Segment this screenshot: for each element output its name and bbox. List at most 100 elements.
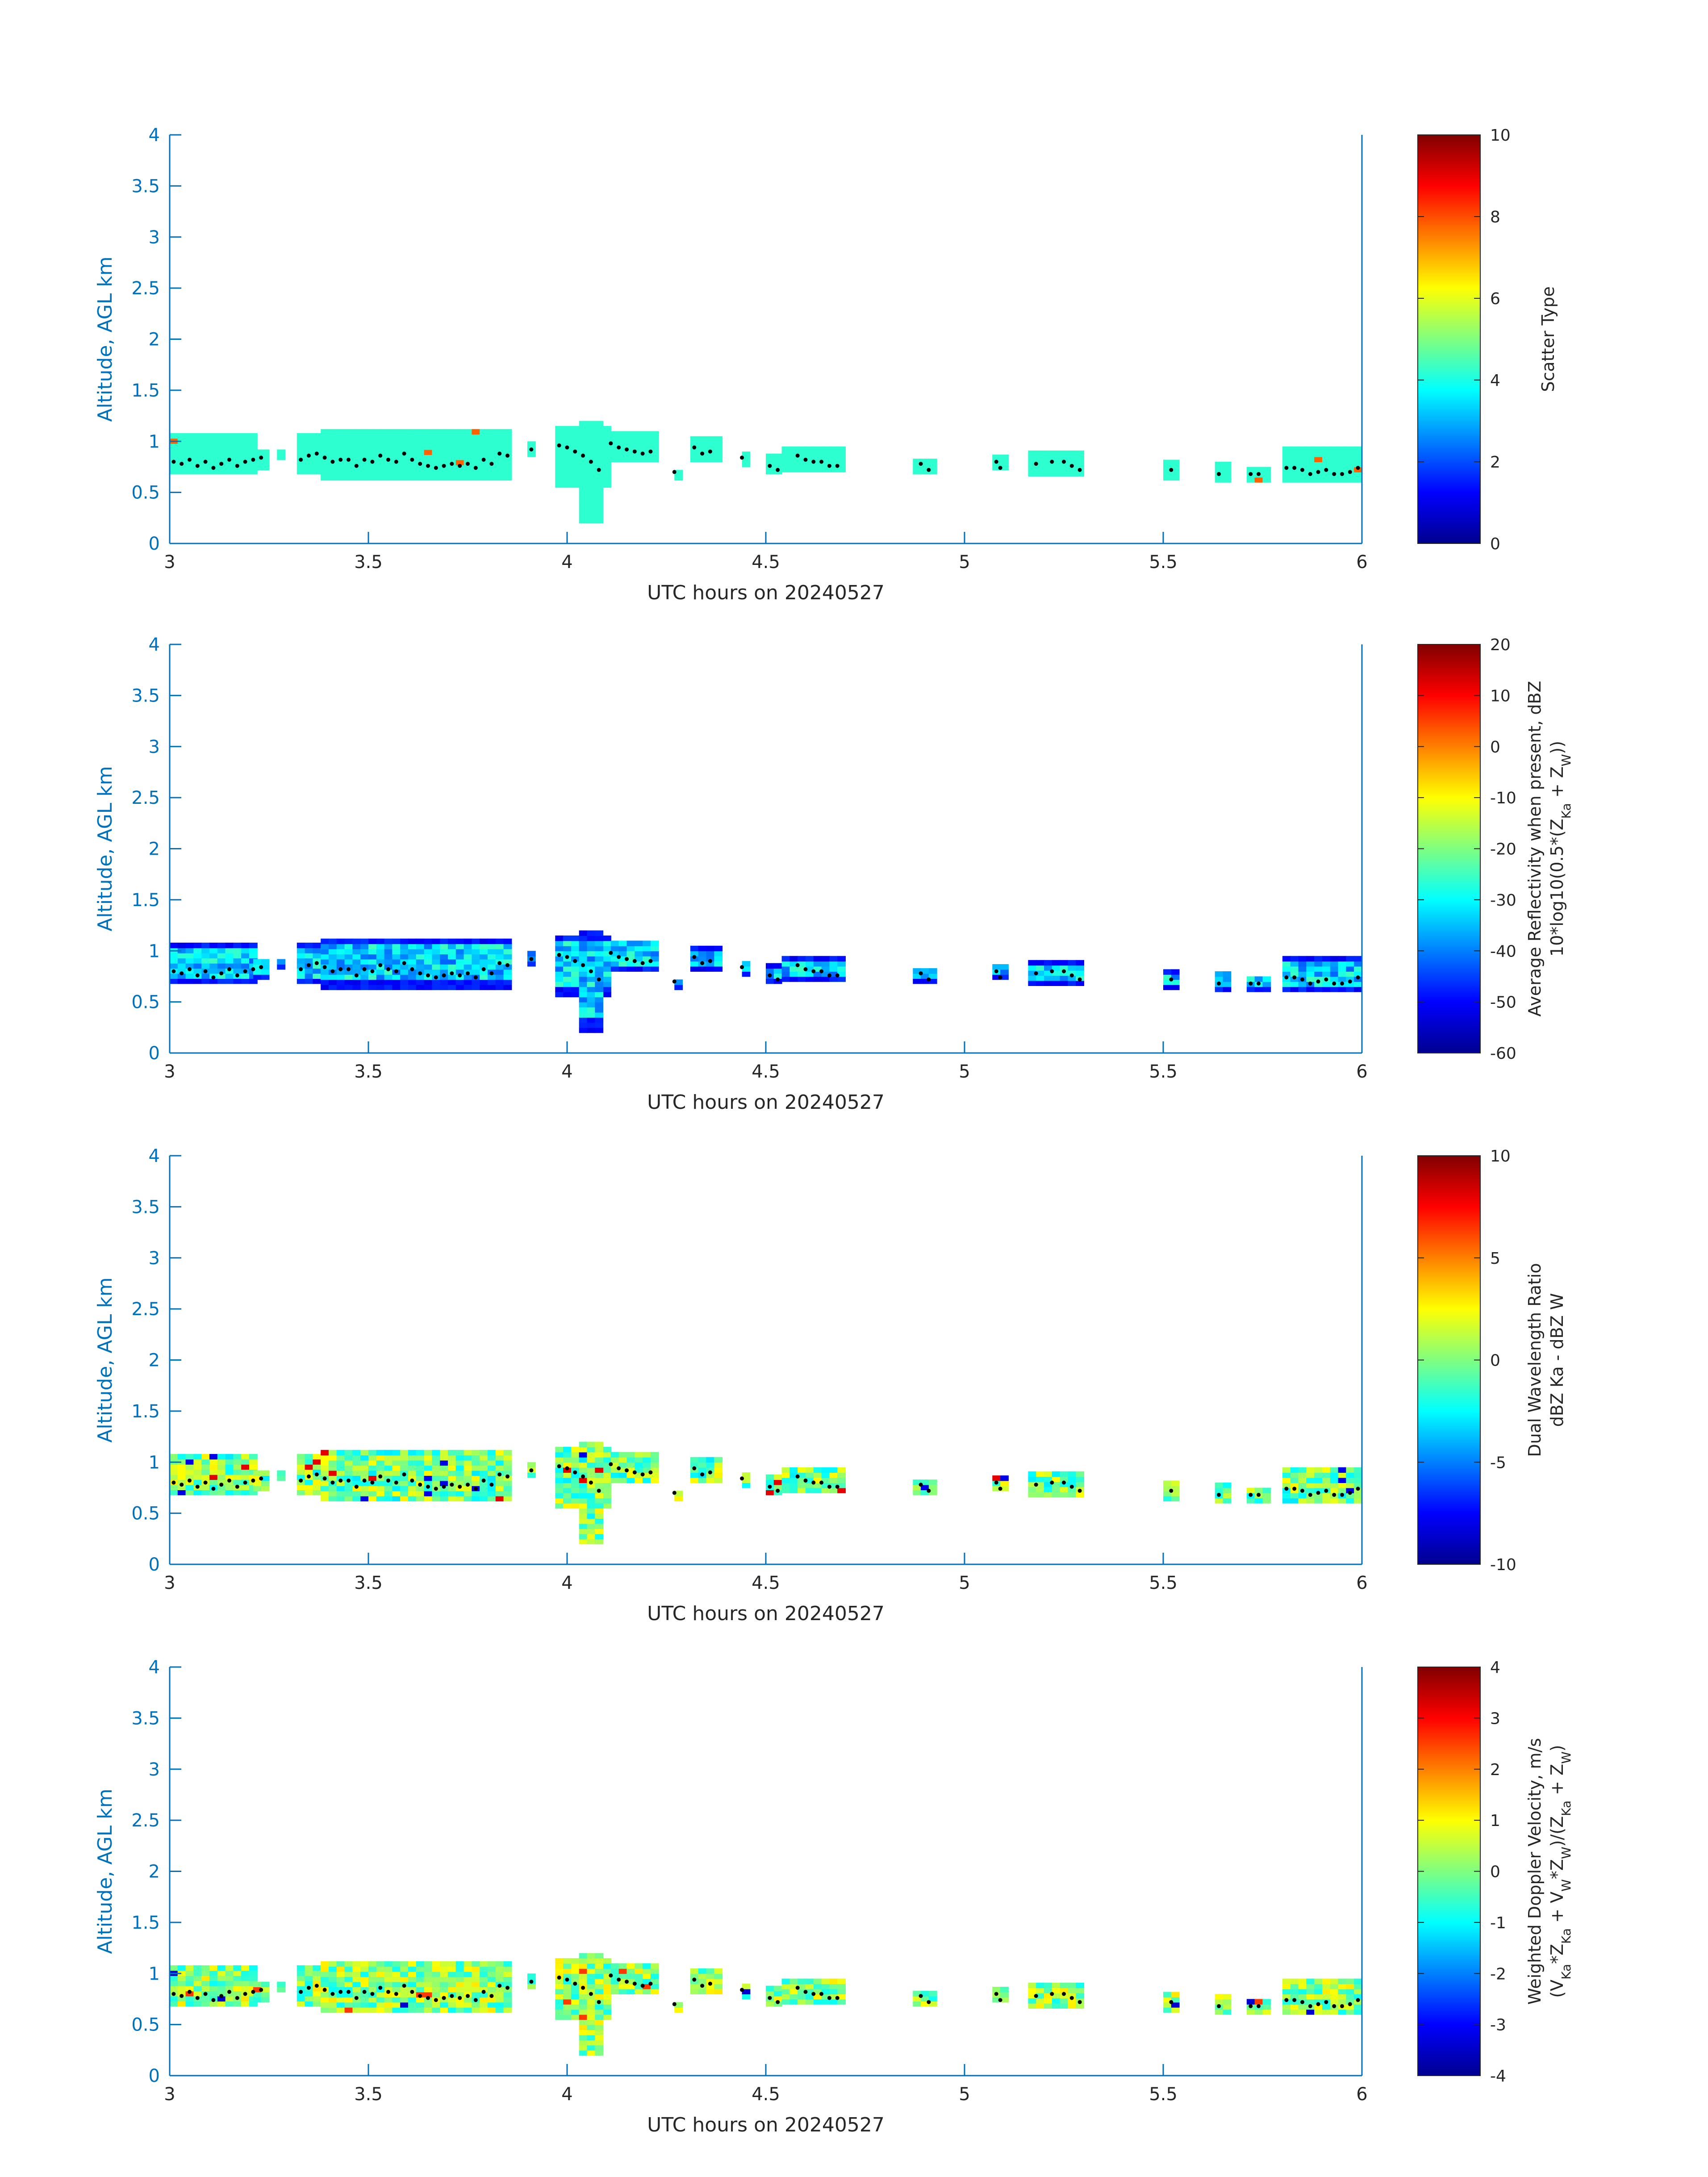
- echo-cell: [233, 469, 242, 475]
- cloud-base-dot: [1300, 977, 1304, 982]
- echo-cell: [821, 1488, 830, 1493]
- echo-cell: [1322, 1994, 1331, 2000]
- echo-cell: [313, 438, 322, 444]
- echo-cell: [555, 986, 564, 992]
- echo-cell: [595, 1989, 604, 1994]
- echo-cell: [571, 436, 580, 442]
- echo-cell: [464, 979, 472, 985]
- echo-cell: [344, 1992, 353, 1997]
- echo-cell: [563, 991, 572, 998]
- echo-cell: [698, 1462, 707, 1468]
- echo-cell: [225, 1970, 234, 1976]
- echo-cell: [503, 464, 512, 471]
- cloud-base-dot: [418, 1483, 422, 1487]
- echo-cell: [480, 1496, 488, 1502]
- echo-cell: [1052, 460, 1061, 467]
- cloud-base-dot: [347, 457, 351, 462]
- echo-cell: [217, 1490, 226, 1496]
- echo-cell: [344, 1480, 353, 1486]
- echo-cell: [579, 436, 588, 442]
- cloud-base-dot: [927, 2000, 931, 2004]
- echo-cell: [837, 1978, 846, 1985]
- echo-cell: [674, 475, 683, 481]
- echo-cell: [773, 968, 782, 974]
- echo-cell: [336, 1480, 345, 1486]
- echo-cell: [610, 961, 619, 967]
- echo-cell: [603, 1452, 611, 1458]
- echo-cell: [1338, 451, 1347, 457]
- echo-cell: [336, 1987, 345, 1993]
- echo-cell: [706, 456, 715, 462]
- echo-cell: [742, 961, 751, 967]
- colorbar-tick-label: 0: [1490, 738, 1500, 756]
- cloud-base-dot: [203, 1992, 208, 1996]
- echo-cell: [321, 1997, 329, 2003]
- echo-cell: [1171, 2007, 1180, 2013]
- echo-cell: [1306, 1467, 1315, 1473]
- colorbar-tick-label: -50: [1490, 994, 1516, 1012]
- echo-cell: [837, 971, 846, 977]
- echo-cell: [329, 949, 337, 955]
- echo-cell: [455, 460, 464, 465]
- echo-cell: [690, 1472, 699, 1478]
- echo-cell: [408, 1470, 417, 1476]
- colorbar-tick-label: -40: [1490, 942, 1516, 961]
- echo-cell: [1330, 1477, 1339, 1483]
- echo-cell: [424, 964, 433, 970]
- echo-cell: [1314, 456, 1323, 462]
- y-tick-label: 2: [149, 1350, 160, 1371]
- echo-cell: [1282, 2009, 1291, 2015]
- echo-cell: [432, 444, 441, 450]
- echo-cell: [781, 451, 790, 457]
- echo-cell: [595, 1503, 604, 1509]
- echo-cell: [185, 469, 194, 475]
- echo-cell: [440, 938, 448, 944]
- echo-cell: [1215, 1994, 1224, 2000]
- echo-cell: [1298, 956, 1307, 962]
- echo-cell: [480, 1971, 488, 1977]
- cloud-base-dot: [795, 1474, 800, 1479]
- echo-cell: [495, 1480, 504, 1486]
- echo-cell: [928, 1479, 937, 1485]
- echo-cell: [352, 1450, 361, 1456]
- echo-cell: [464, 1460, 472, 1466]
- echo-cell: [626, 431, 635, 437]
- echo-cell: [1314, 446, 1323, 452]
- cloud-base-dot: [1308, 981, 1312, 986]
- echo-cell: [706, 1462, 715, 1468]
- echo-cell: [313, 1981, 322, 1986]
- cloud-base-dot: [227, 967, 231, 971]
- echo-cell: [464, 964, 472, 970]
- echo-cell: [1282, 966, 1291, 972]
- echo-cell: [1171, 984, 1180, 990]
- echo-cell: [376, 944, 385, 949]
- echo-cell: [193, 1459, 202, 1465]
- echo-cell: [432, 1971, 441, 1977]
- echo-cell: [595, 1457, 604, 1463]
- echo-cell: [603, 1958, 611, 1964]
- echo-cell: [610, 1989, 619, 1994]
- echo-cell: [209, 1991, 218, 1997]
- echo-cell: [1000, 974, 1009, 980]
- echo-cell: [579, 2019, 588, 2025]
- echo-cell: [1290, 1498, 1299, 1504]
- echo-cell: [1306, 971, 1315, 977]
- echo-cell: [1322, 472, 1331, 478]
- echo-cell: [344, 959, 353, 965]
- cloud-base-dot: [557, 1975, 561, 1980]
- echo-cell: [241, 978, 250, 984]
- cloud-base-dot: [819, 460, 824, 464]
- echo-cell: [408, 434, 417, 440]
- cloud-base-dot: [473, 466, 478, 470]
- echo-cell: [928, 1490, 937, 1496]
- cloud-base-dot: [1169, 468, 1173, 472]
- echo-cell: [225, 1469, 234, 1475]
- echo-cell: [643, 1973, 651, 1979]
- echo-cell: [201, 464, 210, 469]
- echo-cell: [503, 1971, 512, 1977]
- echo-cell: [193, 453, 202, 460]
- echo-cell: [626, 1457, 635, 1463]
- echo-cell: [495, 974, 504, 980]
- echo-cell: [448, 974, 456, 980]
- echo-cell: [344, 1491, 353, 1496]
